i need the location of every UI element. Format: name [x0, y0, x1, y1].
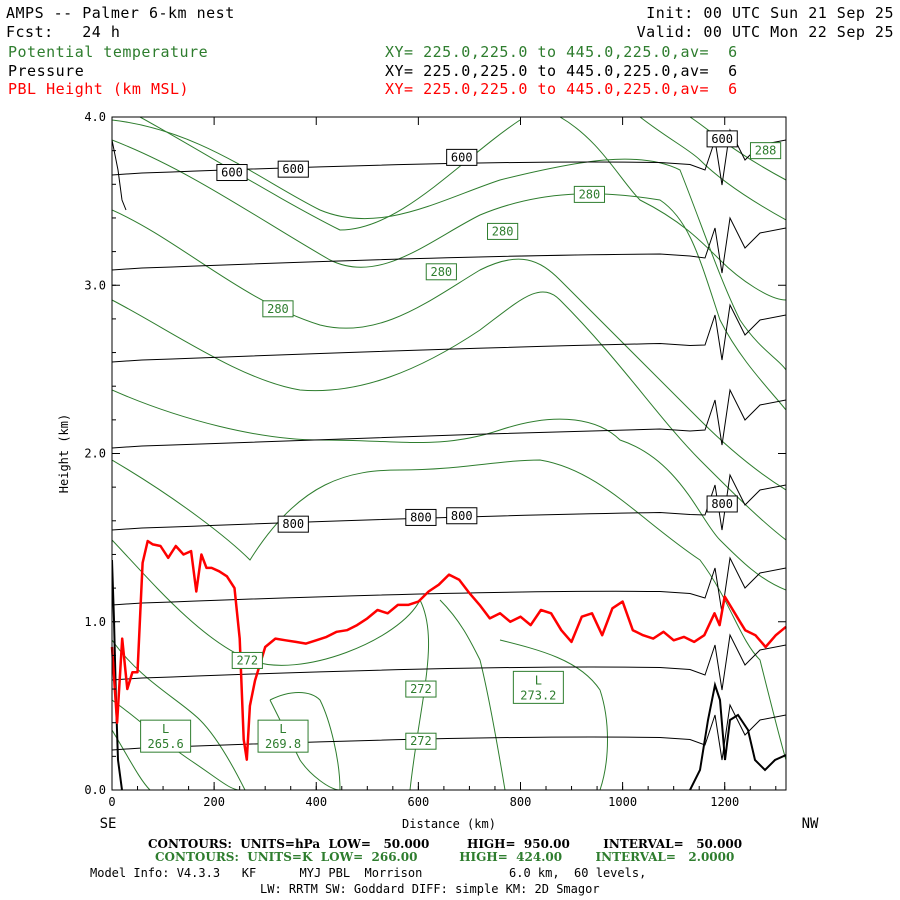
pressure-contour-label-box — [446, 507, 478, 525]
chart-title: AMPS -- Palmer 6-km nest — [6, 4, 235, 22]
pressure-contour-label: 600 — [282, 162, 304, 176]
theta-extremum-box — [512, 670, 564, 704]
contour-labels: 600 600 600 600 800 800 800 800 280 280 280 280 288 2… — [140, 130, 782, 753]
y-tick-label: 1.0 — [84, 615, 106, 629]
theta-contour-label-box — [573, 185, 606, 203]
y-tick-label: 0.0 — [84, 783, 106, 797]
pressure-contour-label: 800 — [451, 509, 473, 523]
footer-physics-info: LW: RRTM SW: Goddard DIFF: simple KM: 2D… — [260, 882, 600, 896]
pressure-contour-line — [112, 556, 786, 614]
init-time: Init: 00 UTC Sun 21 Sep 25 — [646, 4, 894, 22]
theta-contour-line — [499, 639, 608, 790]
pressure-contour-label-box — [277, 515, 309, 533]
theta-contour-label: 280 — [579, 187, 601, 201]
theta-contour-label: 280 — [492, 224, 514, 238]
field-xy-theta: XY= 225.0,225.0 to 445.0,225.0,av= 6 — [385, 43, 738, 61]
pressure-contour-label: 800 — [282, 517, 304, 531]
theta-contour-label-box — [405, 680, 437, 698]
theta-contour-label: 272 — [410, 734, 432, 748]
theta-extremum-value: 265.6 — [148, 737, 184, 751]
theta-contour-line — [439, 599, 506, 790]
theta-contour-label: 288 — [755, 144, 777, 158]
theta-contour-label-box — [487, 222, 519, 240]
theta-extremum-kind: L — [535, 673, 542, 687]
pressure-contour-label-box — [706, 130, 738, 148]
field-name-pressure: Pressure — [8, 62, 85, 80]
plot-frame — [111, 116, 787, 791]
pressure-contour-label-box — [216, 164, 248, 182]
forecast-hour: Fcst: 24 h — [6, 23, 121, 41]
theta-extremum-value: 273.2 — [520, 688, 556, 702]
theta-extremum-value: 269.8 — [265, 737, 301, 751]
theta-extremum-box — [140, 719, 192, 753]
pressure-contour-label-box — [277, 160, 309, 178]
theta-contour-line — [559, 117, 786, 301]
axes: 0 200 400 600 800 1000 1200 0.0 1.0 2.0 3.0 4.0 Dist… — [57, 110, 819, 832]
x-end-label-left: SE — [100, 816, 117, 832]
footer-pressure-contours: CONTOURS: UNITS=hPa LOW= 50.000 HIGH= 95… — [148, 837, 743, 851]
theta-contour-line — [112, 139, 786, 411]
pressure-contours — [112, 128, 786, 761]
pressure-contour-line — [112, 633, 786, 691]
x-tick-label: 800 — [510, 795, 532, 809]
theta-extremum-kind: L — [279, 722, 286, 736]
pressure-contour-label: 600 — [451, 150, 473, 164]
pressure-contour-line — [112, 703, 786, 761]
theta-contour-label: 272 — [410, 682, 432, 696]
pressure-contour-line — [112, 388, 786, 449]
pressure-contour-label: 800 — [711, 497, 733, 511]
theta-contour-label: 280 — [267, 302, 289, 316]
y-tick-label: 3.0 — [84, 278, 106, 292]
theta-contour-line — [112, 539, 430, 790]
footer-model-info: Model Info: V4.3.3 KF MYJ PBL Morrison 6… — [90, 866, 647, 880]
pressure-contour-line — [112, 216, 786, 274]
pressure-contour-label-box — [405, 508, 437, 526]
y-tick-label: 2.0 — [84, 447, 106, 461]
theta-contour-label-box — [231, 651, 263, 669]
pressure-contour-label: 800 — [410, 510, 432, 524]
theta-contour-label-box — [425, 263, 457, 281]
x-tick-label: 1200 — [710, 795, 739, 809]
valid-time: Valid: 00 UTC Mon 22 Sep 25 — [636, 23, 894, 41]
x-tick-label: 1000 — [608, 795, 637, 809]
pressure-contour-label-box — [706, 495, 738, 513]
y-axis-label: Height (km) — [57, 414, 71, 493]
theta-contour-line — [639, 117, 786, 221]
theta-contour-line — [112, 291, 786, 541]
theta-contours — [112, 117, 786, 790]
field-name-pbl: PBL Height (km MSL) — [8, 80, 190, 98]
x-tick-label: 400 — [305, 795, 327, 809]
x-end-label-right: NW — [802, 816, 819, 832]
footer-theta-contours: CONTOURS: UNITS=K LOW= 266.00 HIGH= 424.… — [155, 850, 735, 864]
pressure-contour-label: 600 — [221, 166, 243, 180]
theta-contour-line — [112, 119, 786, 371]
theta-contour-label-box — [405, 732, 437, 750]
pressure-contour-line — [112, 139, 127, 211]
theta-contour-label-box — [749, 142, 782, 160]
pressure-contour-line — [112, 303, 786, 363]
x-axis-label: Distance (km) — [402, 817, 496, 831]
pressure-contour-label: 600 — [711, 132, 733, 146]
field-xy-pressure: XY= 225.0,225.0 to 445.0,225.0,av= 6 — [385, 62, 738, 80]
theta-contour-label: 280 — [430, 265, 452, 279]
pbl-line-group — [110, 539, 787, 761]
field-xy-pbl: XY= 225.0,225.0 to 445.0,225.0,av= 6 — [385, 80, 738, 98]
pressure-contour-label-box — [446, 148, 478, 166]
theta-extremum-kind: L — [162, 722, 169, 736]
theta-contour-label-box — [262, 300, 294, 318]
x-tick-label: 200 — [203, 795, 225, 809]
theta-contour-line — [112, 209, 786, 491]
theta-extremum-box — [257, 719, 309, 753]
x-tick-label: 600 — [408, 795, 430, 809]
field-name-theta: Potential temperature — [8, 43, 209, 61]
y-tick-label: 4.0 — [84, 110, 106, 124]
theta-contour-line — [112, 389, 786, 591]
x-tick-label: 0 — [108, 795, 115, 809]
theta-contour-label: 272 — [236, 653, 258, 667]
pbl-height-line — [110, 539, 787, 761]
theta-contour-line — [139, 117, 521, 231]
theta-contour-line — [112, 699, 241, 790]
